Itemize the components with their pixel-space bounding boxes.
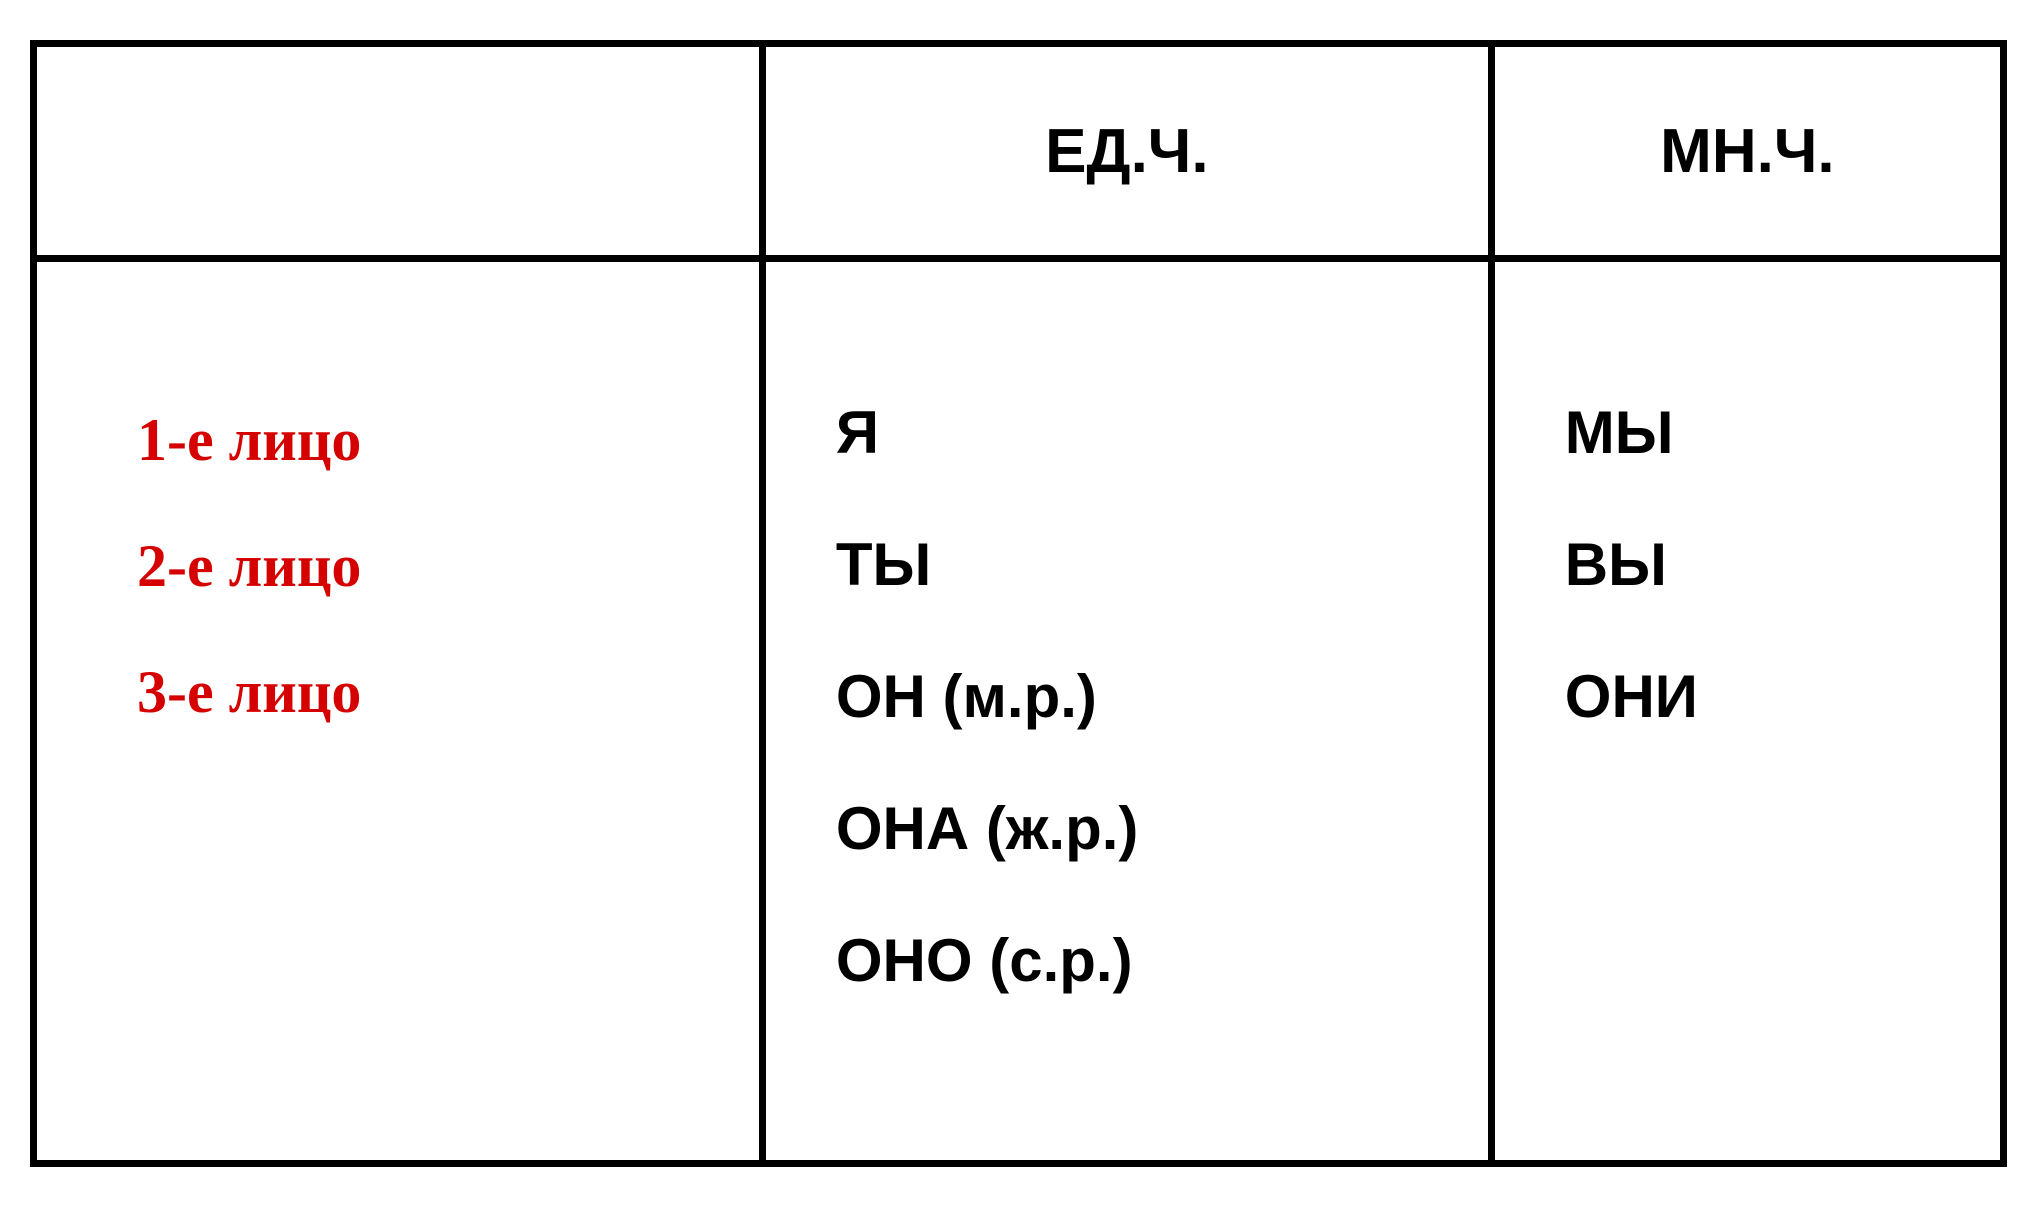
singular-1: Я <box>836 367 1448 499</box>
singular-3b: ОНА (ж.р.) <box>836 763 1448 895</box>
table-container: ЕД.Ч. МН.Ч. 1-е лицо 2-е лицо 3-е лицо Я… <box>0 0 2037 1207</box>
plural-1: МЫ <box>1565 367 1960 499</box>
plural-2: ВЫ <box>1565 499 1960 631</box>
table-body-row: 1-е лицо 2-е лицо 3-е лицо Я ТЫ ОН (м.р.… <box>34 259 2004 1164</box>
plural-3: ОНИ <box>1565 631 1960 763</box>
row-label-3: 3-е лицо <box>137 629 709 755</box>
header-plural: МН.Ч. <box>1491 44 2003 259</box>
header-empty <box>34 44 763 259</box>
row-labels-cell: 1-е лицо 2-е лицо 3-е лицо <box>34 259 763 1164</box>
row-label-1: 1-е лицо <box>137 377 709 503</box>
pronoun-table: ЕД.Ч. МН.Ч. 1-е лицо 2-е лицо 3-е лицо Я… <box>30 40 2007 1167</box>
row-label-2: 2-е лицо <box>137 503 709 629</box>
singular-3c: ОНО (с.р.) <box>836 895 1448 1027</box>
singular-2: ТЫ <box>836 499 1448 631</box>
plural-cell: МЫ ВЫ ОНИ <box>1491 259 2003 1164</box>
singular-3a: ОН (м.р.) <box>836 631 1448 763</box>
table-header-row: ЕД.Ч. МН.Ч. <box>34 44 2004 259</box>
singular-cell: Я ТЫ ОН (м.р.) ОНА (ж.р.) ОНО (с.р.) <box>762 259 1491 1164</box>
header-singular: ЕД.Ч. <box>762 44 1491 259</box>
